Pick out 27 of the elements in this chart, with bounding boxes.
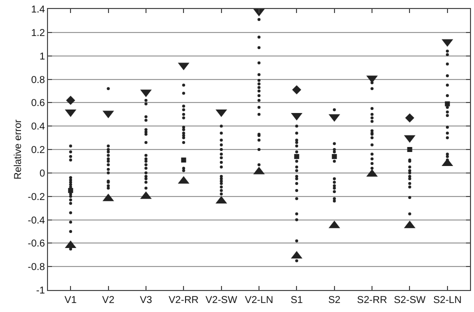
y-tick-label: 1.4: [31, 4, 46, 16]
x-tick-label: S2: [328, 295, 341, 306]
y-tick-label: -1: [36, 286, 46, 296]
y-tick-label: 1.2: [31, 28, 46, 39]
point: [68, 188, 74, 193]
x-tick-label: V2-LN: [244, 295, 274, 306]
y-axis-title: Relative error: [12, 118, 24, 180]
y-tick-label: -0.8: [28, 262, 46, 274]
x-tick-label: V2-SW: [205, 295, 238, 306]
y-tick-label: -0.2: [28, 192, 46, 203]
x-tick-label: V3: [140, 295, 153, 306]
x-tick-label: V2: [102, 295, 115, 306]
y-tick-label: -0.4: [28, 215, 46, 226]
y-tick-label: 0.4: [31, 122, 46, 133]
point: [66, 96, 76, 105]
y-tick-label: 0.6: [31, 98, 46, 110]
x-tick-label: S2-LN: [433, 295, 462, 306]
x-tick-label: S2-RR: [357, 295, 388, 306]
x-tick-label: S2-SW: [394, 295, 426, 306]
x-tick-label: V2-RR: [168, 295, 199, 306]
y-tick-label: 0.8: [31, 74, 46, 86]
y-tick-label: 0: [39, 168, 46, 180]
y-tick-label: -0.6: [28, 238, 46, 250]
x-tick-label: S1: [290, 295, 304, 306]
y-tick-label: 1: [39, 51, 46, 62]
x-tick-label: V1: [64, 295, 78, 306]
y-tick-label: 0.2: [31, 145, 46, 156]
